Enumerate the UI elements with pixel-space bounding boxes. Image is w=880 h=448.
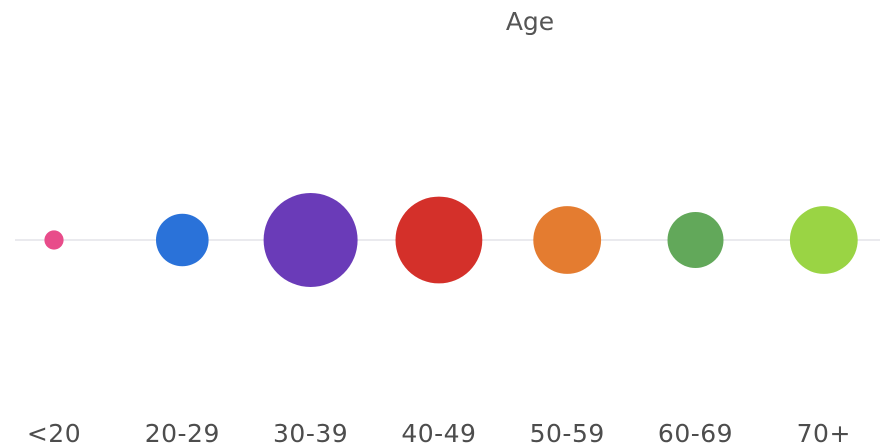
bubble-5[interactable] (667, 212, 724, 268)
bubble-2[interactable] (263, 193, 358, 287)
category-labels: <20 20-29 30-39 40-49 50-59 60-69 70+ (27, 419, 851, 448)
category-label-6: 70+ (797, 419, 851, 448)
bubble-series (44, 193, 858, 287)
category-label-1: 20-29 (145, 419, 220, 448)
category-label-4: 50-59 (530, 419, 605, 448)
chart-title: Age (506, 7, 554, 36)
category-label-5: 60-69 (658, 419, 733, 448)
category-label-0: <20 (27, 419, 81, 448)
category-label-2: 30-39 (273, 419, 348, 448)
bubble-6[interactable] (789, 206, 858, 274)
bubble-1[interactable] (156, 213, 209, 267)
bubble-0[interactable] (44, 230, 64, 250)
bubble-4[interactable] (533, 206, 602, 274)
category-label-3: 40-49 (401, 419, 476, 448)
bubble-3[interactable] (395, 196, 483, 284)
